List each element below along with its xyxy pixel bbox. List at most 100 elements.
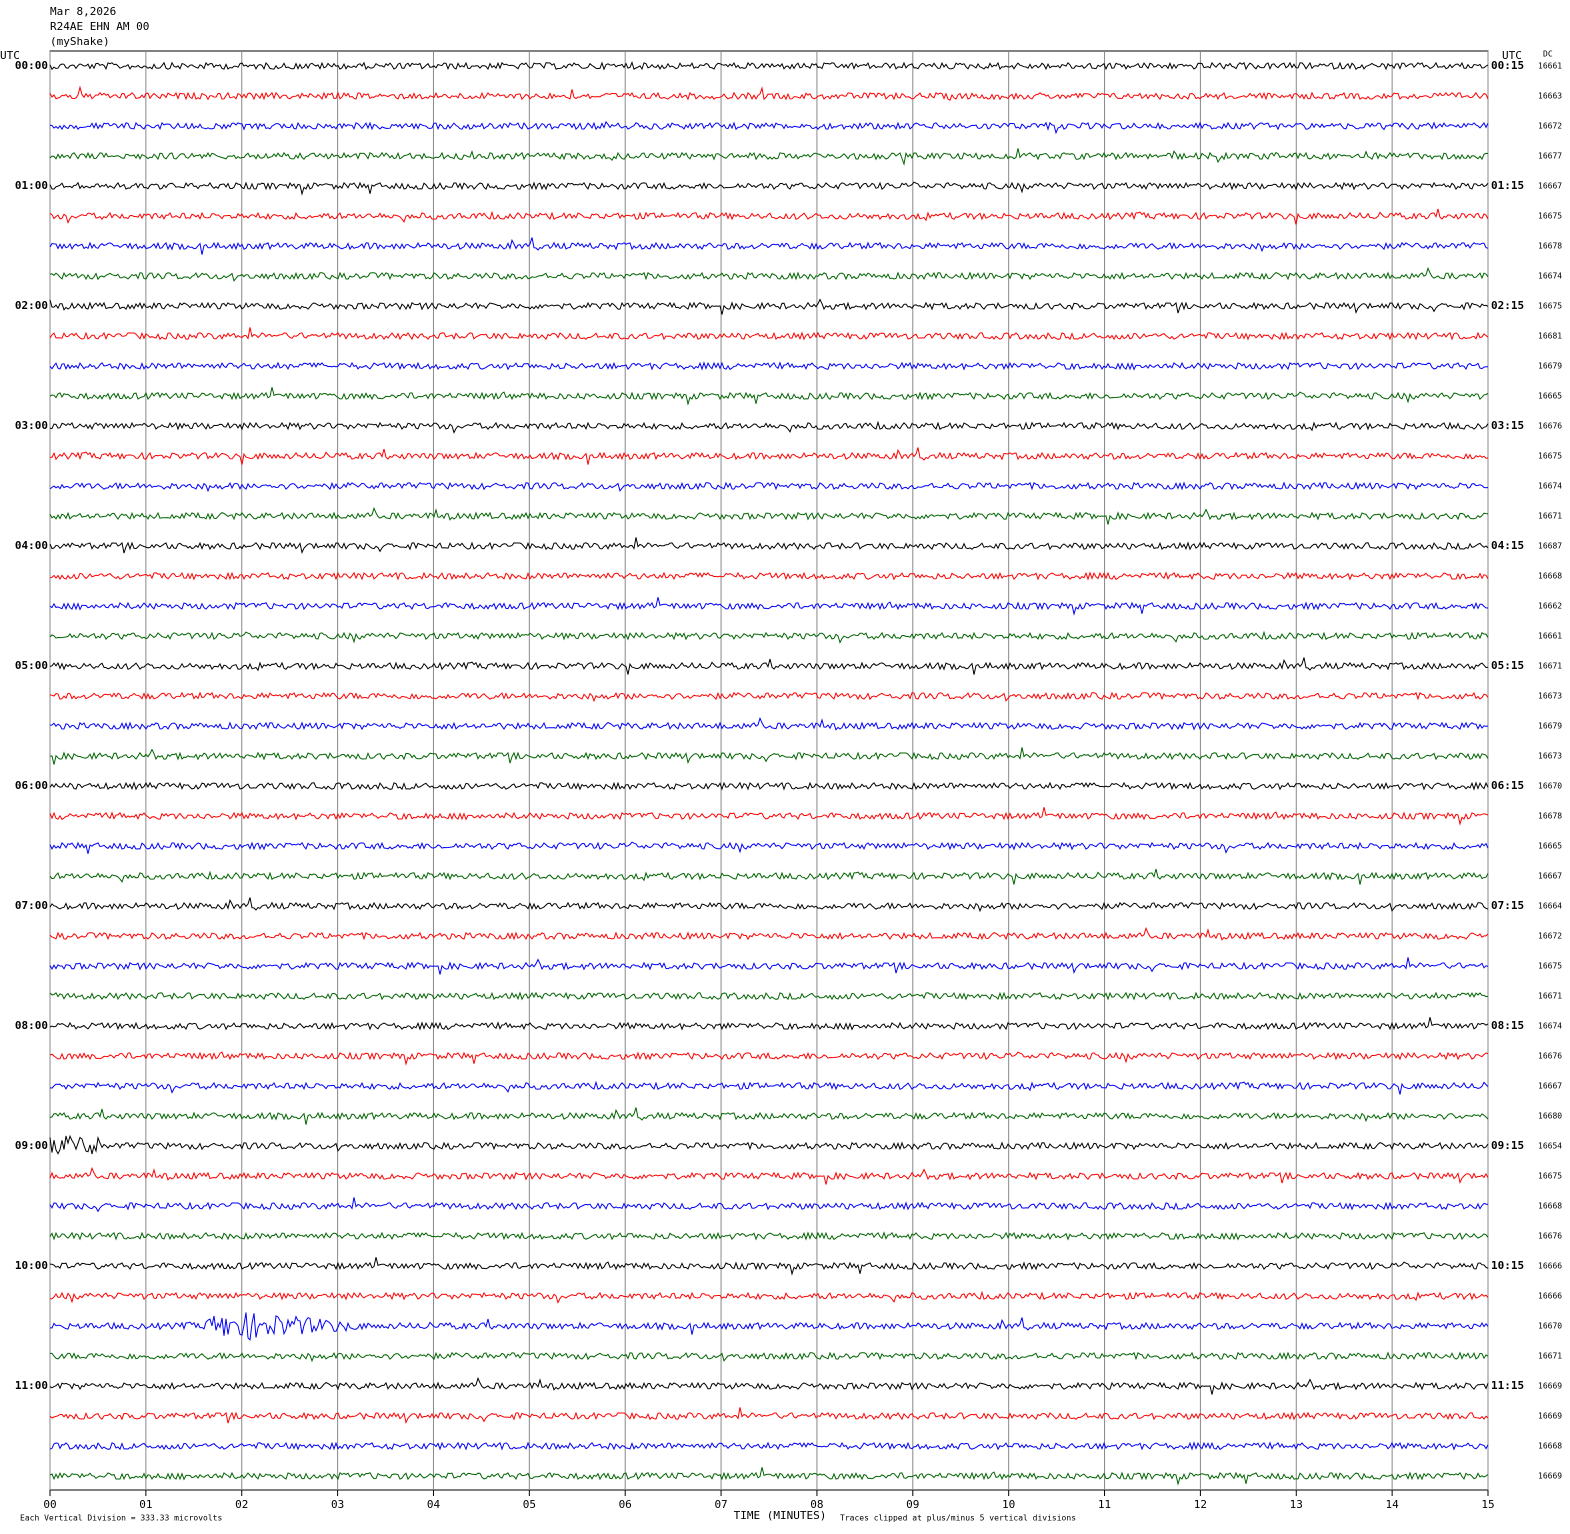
x-tick-label: 02 xyxy=(235,1498,248,1511)
dc-value: 16678 xyxy=(1538,242,1562,251)
dc-value: 16680 xyxy=(1538,1112,1562,1121)
dc-value: 16687 xyxy=(1538,542,1562,551)
trace xyxy=(49,991,1489,1001)
trace xyxy=(49,747,1489,765)
trace xyxy=(49,926,1489,941)
dc-value: 16679 xyxy=(1538,362,1562,371)
dc-value: 16671 xyxy=(1538,662,1562,671)
right-time-label: 09:15 xyxy=(1491,1139,1524,1152)
trace xyxy=(49,897,1489,913)
scale-note: Each Vertical Division = 333.33 microvol… xyxy=(20,1514,222,1523)
trace xyxy=(49,208,1489,225)
dc-value: 16662 xyxy=(1538,602,1562,611)
trace xyxy=(49,630,1489,644)
left-time-label: 09:00 xyxy=(15,1139,48,1152)
x-tick-label: 00 xyxy=(43,1498,56,1511)
dc-value: 16661 xyxy=(1538,62,1562,71)
left-time-label: 11:00 xyxy=(15,1379,48,1392)
x-tick-label: 12 xyxy=(1194,1498,1207,1511)
trace xyxy=(49,447,1489,465)
trace xyxy=(49,387,1489,406)
dc-value: 16654 xyxy=(1538,1142,1562,1151)
trace xyxy=(49,148,1489,166)
trace xyxy=(49,1312,1489,1341)
trace xyxy=(49,597,1489,616)
trace xyxy=(49,61,1489,71)
x-tick-label: 13 xyxy=(1290,1498,1303,1511)
trace xyxy=(49,1376,1489,1395)
left-time-label: 03:00 xyxy=(15,419,48,432)
trace xyxy=(49,1441,1489,1451)
dc-value: 16666 xyxy=(1538,1262,1562,1271)
dc-value: 16673 xyxy=(1538,692,1562,701)
trace xyxy=(49,181,1489,196)
trace xyxy=(49,1134,1489,1155)
dc-value: 16667 xyxy=(1538,182,1562,191)
trace xyxy=(49,361,1488,371)
trace xyxy=(49,266,1489,282)
trace xyxy=(49,1407,1489,1425)
dc-value: 16674 xyxy=(1538,482,1562,491)
dc-value: 16670 xyxy=(1538,782,1562,791)
date: Mar 8,2026 xyxy=(50,5,116,18)
left-time-label: 00:00 xyxy=(15,59,48,72)
x-tick-label: 06 xyxy=(619,1498,632,1511)
left-time-label: 06:00 xyxy=(15,779,48,792)
dc-value: 16669 xyxy=(1538,1412,1562,1421)
dc-value: 16671 xyxy=(1538,992,1562,1001)
x-tick-label: 11 xyxy=(1098,1498,1111,1511)
trace xyxy=(49,481,1489,493)
dc-value: 16668 xyxy=(1538,1442,1562,1451)
x-tick-label: 08 xyxy=(810,1498,823,1511)
trace xyxy=(49,237,1489,255)
dc-value: 16676 xyxy=(1538,422,1562,431)
dc-value: 16661 xyxy=(1538,632,1562,641)
trace xyxy=(49,85,1489,101)
left-time-label: 04:00 xyxy=(15,539,48,552)
right-axis-label: UTC xyxy=(1502,49,1522,62)
trace xyxy=(49,420,1489,434)
trace xyxy=(49,1257,1489,1276)
trace xyxy=(49,868,1489,885)
trace xyxy=(49,807,1489,826)
right-time-label: 02:15 xyxy=(1491,299,1524,312)
dc-value: 16674 xyxy=(1538,1022,1562,1031)
trace xyxy=(49,1017,1489,1031)
x-tick-label: 04 xyxy=(427,1498,441,1511)
dc-value: 16664 xyxy=(1538,902,1562,911)
right-time-label: 08:15 xyxy=(1491,1019,1524,1032)
trace xyxy=(49,1107,1489,1125)
dc-value: 16674 xyxy=(1538,272,1562,281)
trace xyxy=(49,506,1489,525)
trace xyxy=(49,1080,1489,1095)
right-time-label: 00:15 xyxy=(1491,59,1524,72)
left-time-label: 10:00 xyxy=(15,1259,48,1272)
station: R24AE EHN AM 00 xyxy=(50,20,149,33)
clip-note: Traces clipped at plus/minus 5 vertical … xyxy=(840,1514,1076,1523)
right-time-label: 10:15 xyxy=(1491,1259,1524,1272)
dc-value: 16676 xyxy=(1538,1232,1562,1241)
x-tick-label: 10 xyxy=(1002,1498,1015,1511)
x-tick-label: 15 xyxy=(1481,1498,1494,1511)
x-tick-label: 01 xyxy=(139,1498,152,1511)
right-time-label: 01:15 xyxy=(1491,179,1524,192)
trace xyxy=(49,1166,1489,1185)
dc-value: 16671 xyxy=(1538,512,1562,521)
plot-frame xyxy=(49,50,1489,1491)
trace xyxy=(49,657,1489,675)
dc-value: 16671 xyxy=(1538,1352,1562,1361)
dc-value: 16675 xyxy=(1538,302,1562,311)
x-tick-label: 09 xyxy=(906,1498,919,1511)
dc-value: 16678 xyxy=(1538,812,1562,821)
left-axis-label: UTC xyxy=(0,49,20,62)
dc-value: 16675 xyxy=(1538,1172,1562,1181)
dc-value: 16681 xyxy=(1538,332,1562,341)
dc-value: 16666 xyxy=(1538,1292,1562,1301)
right-time-label: 03:15 xyxy=(1491,419,1524,432)
trace xyxy=(49,1231,1489,1241)
dc-value: 16670 xyxy=(1538,1322,1562,1331)
dc-value: 16675 xyxy=(1538,962,1562,971)
x-axis-label: TIME (MINUTES) xyxy=(734,1509,827,1522)
